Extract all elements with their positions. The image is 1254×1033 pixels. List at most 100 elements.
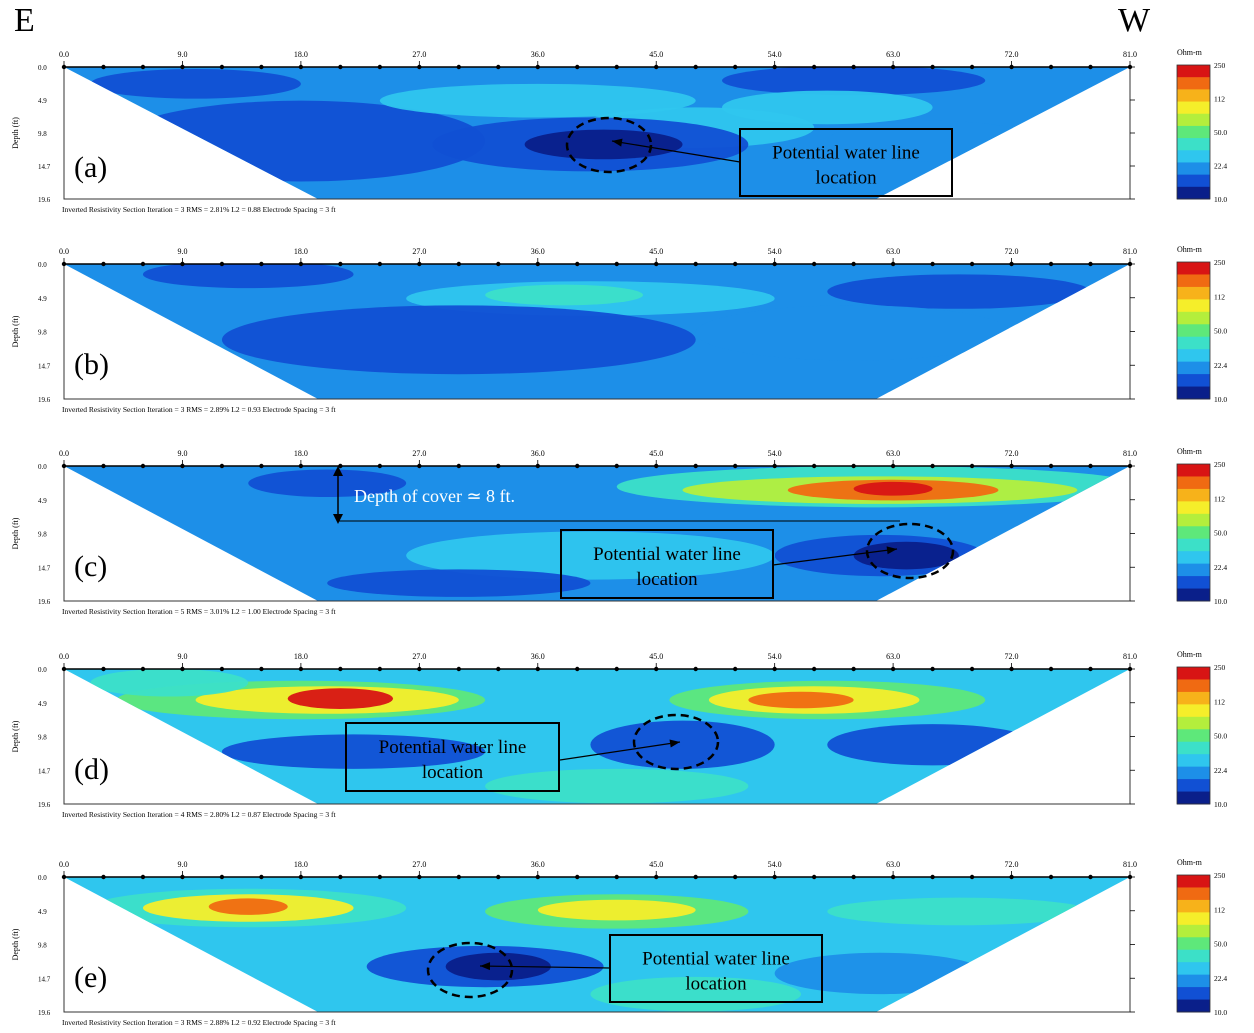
electrode-marker [377, 261, 383, 267]
colorbar-swatch [1177, 791, 1210, 805]
electrode-marker [575, 874, 580, 880]
colorbar-swatch [1177, 386, 1210, 400]
electrode-marker [456, 666, 462, 672]
annotation-a: Potential water line location [739, 128, 953, 197]
x-tick-label: 72.0 [1005, 860, 1019, 869]
section-panel-b: 0.0 9.0 18.0 27.0 36.0 45.0 54.0 63.0 72.0 81.0 0.… [11, 245, 1227, 414]
electrode-marker [377, 64, 383, 70]
electrode-marker [851, 874, 856, 880]
electrode-marker [851, 463, 856, 469]
colorbar-tick-label: 22.4 [1214, 974, 1227, 983]
annotation-text-line2: location [636, 569, 698, 590]
electrode-marker [140, 874, 146, 880]
section-panel-a: 0.0 9.0 18.0 27.0 36.0 45.0 54.0 63.0 72.0 81.0 0.… [11, 48, 1227, 214]
electrode-marker [575, 666, 580, 672]
colorbar-swatch [1177, 974, 1210, 988]
colorbar-swatch [1177, 912, 1210, 926]
resistivity-zone-5 [406, 531, 775, 580]
y-tick-label: 14.7 [38, 975, 51, 983]
electrode-marker [693, 666, 698, 672]
electrode-marker [930, 463, 935, 469]
electrode-marker [101, 874, 106, 880]
colorbar-swatch [1177, 65, 1210, 78]
electrode-marker [614, 666, 619, 672]
colorbar-swatch [1177, 526, 1210, 540]
colorbar-swatch [1177, 311, 1210, 325]
electrode-marker [930, 64, 935, 70]
resistivity-zone-2 [208, 898, 288, 915]
annotation-e: Potential water line location [609, 934, 823, 1003]
panel-label: (e) [74, 961, 107, 994]
x-tick-label: 54.0 [768, 449, 782, 458]
direction-east-label: E [14, 2, 35, 39]
colorbar-frame [1176, 261, 1211, 400]
x-tick-label: 0.0 [59, 652, 69, 661]
electrode-marker [1088, 64, 1093, 70]
x-tick-label: 63.0 [886, 652, 900, 661]
electrode-marker [219, 666, 225, 672]
colorbar-swatch [1177, 667, 1210, 680]
x-tick-label: 9.0 [177, 652, 187, 661]
colorbar-swatch [1177, 987, 1210, 1001]
electrode-marker [1048, 666, 1054, 672]
x-tick-label: 63.0 [886, 50, 900, 59]
colorbar-tick-label: 50.0 [1214, 128, 1227, 137]
colorbar-swatch [1177, 513, 1210, 527]
y-tick-label: 4.9 [38, 700, 47, 708]
electrode-marker [259, 64, 264, 70]
annotation-text-line1: Potential water line [772, 143, 920, 164]
electrode-marker [969, 261, 975, 267]
electrode-marker [851, 64, 856, 70]
colorbar-swatch [1177, 563, 1210, 577]
colorbar-tick-label: 112 [1214, 494, 1225, 503]
colorbar-swatch [1177, 162, 1210, 176]
x-tick-label: 18.0 [294, 449, 308, 458]
electrode-marker [338, 666, 343, 672]
y-tick-label: 0.0 [38, 874, 47, 882]
electrode-marker [259, 666, 264, 672]
colorbar-swatch [1177, 588, 1210, 602]
x-tick-label: 9.0 [177, 860, 187, 869]
section-panel-c: 0.0 9.0 18.0 27.0 36.0 45.0 54.0 63.0 72.0 81.0 0.… [11, 447, 1227, 616]
resistivity-zone-5 [748, 691, 854, 709]
direction-west-label: W [1118, 2, 1151, 39]
colorbar-swatch [1177, 729, 1210, 743]
colorbar-swatch [1177, 174, 1210, 188]
x-tick-label: 45.0 [649, 449, 663, 458]
colorbar-tick-label: 112 [1214, 292, 1225, 301]
electrode-marker [575, 261, 580, 267]
y-tick-label: 19.6 [38, 196, 51, 204]
electrode-marker [140, 261, 146, 267]
electrode-marker [969, 463, 975, 469]
electrode-marker [969, 64, 975, 70]
section-caption: Inverted Resistivity Section Iteration =… [62, 607, 336, 616]
electrode-marker [219, 64, 225, 70]
electrode-marker [140, 666, 146, 672]
y-axis-label: Depth (ft) [11, 928, 20, 960]
electrode-marker [338, 874, 343, 880]
electrode-marker [1088, 261, 1093, 267]
x-tick-label: 54.0 [768, 652, 782, 661]
annotation-arrow [479, 965, 611, 969]
x-tick-label: 72.0 [1005, 652, 1019, 661]
electrode-marker [811, 64, 817, 70]
panel-label: (a) [74, 151, 107, 184]
annotation-text-line2: location [815, 168, 877, 189]
colorbar-swatch [1177, 361, 1210, 375]
x-tick-label: 0.0 [59, 247, 69, 256]
y-tick-label: 14.7 [38, 362, 51, 370]
electrode-marker [1088, 874, 1093, 880]
colorbar-swatch [1177, 464, 1210, 477]
electrode-marker [811, 261, 817, 267]
colorbar-tick-label: 50.0 [1214, 529, 1227, 538]
colorbar-swatch [1177, 716, 1210, 730]
target-ellipse [426, 941, 514, 999]
y-tick-label: 0.0 [38, 261, 47, 269]
electrode-marker [811, 874, 817, 880]
x-tick-label: 18.0 [294, 50, 308, 59]
x-tick-label: 27.0 [412, 449, 426, 458]
colorbar-swatch [1177, 924, 1210, 938]
section-caption: Inverted Resistivity Section Iteration =… [62, 205, 336, 214]
annotation-arrow [772, 548, 898, 566]
electrode-marker [575, 463, 580, 469]
